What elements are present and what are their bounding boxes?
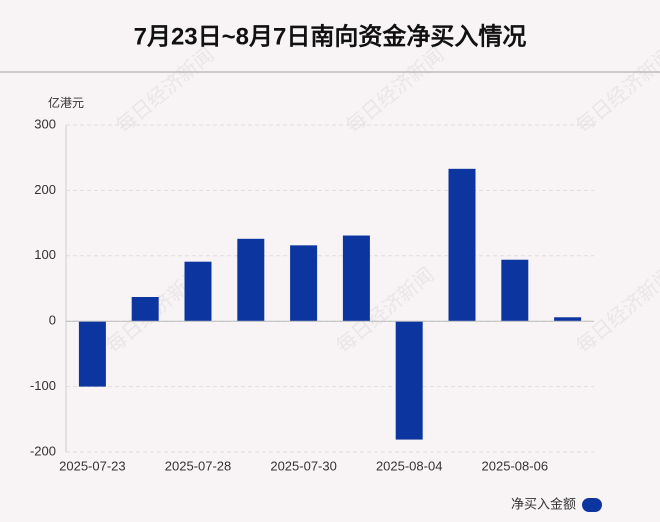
bar (78, 321, 106, 387)
y-tick-label: 200 (34, 182, 56, 197)
y-tick-label: 300 (34, 116, 56, 131)
x-tick-label: 2025-07-30 (270, 458, 337, 473)
bar (395, 321, 423, 440)
chart-title: 7月23日~8月7日南向资金净买入情况 (134, 22, 527, 50)
bar (131, 297, 159, 322)
x-tick-label: 2025-08-04 (376, 458, 443, 473)
bar (448, 168, 476, 322)
bar (342, 235, 370, 322)
y-tick-label: -100 (30, 378, 56, 393)
bar (237, 238, 265, 322)
legend-swatch (582, 498, 602, 512)
bar (184, 261, 212, 322)
y-unit: 亿港元 (48, 95, 84, 110)
x-tick-label: 2025-07-23 (59, 458, 126, 473)
y-tick-label: -200 (30, 443, 56, 458)
bar (501, 259, 529, 322)
x-tick-label: 2025-08-06 (482, 458, 549, 473)
x-tick-label: 2025-07-28 (165, 458, 232, 473)
bar (290, 245, 318, 322)
y-tick-label: 100 (34, 247, 56, 262)
y-tick-label: 0 (49, 313, 56, 328)
legend-label: 净买入金额 (511, 496, 576, 511)
bar (554, 317, 582, 322)
